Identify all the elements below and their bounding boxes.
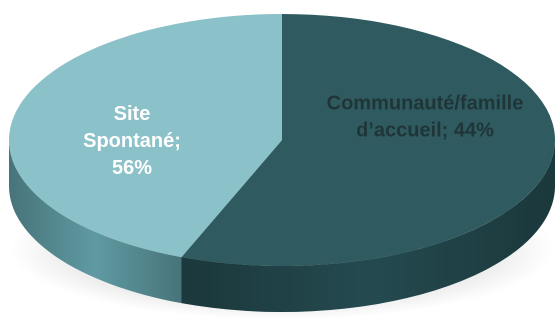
data-label-site-spontane: Site Spontané; 56%: [83, 103, 181, 179]
data-label-line: Communauté/famille: [327, 93, 524, 115]
pie-side-shade: [181, 140, 555, 312]
pie-labels: Site Spontané; 56% Communauté/famille d’accu…: [83, 93, 523, 180]
data-label-line: 56%: [112, 157, 152, 179]
pie-sides: [9, 140, 555, 312]
pie-side-shade: [9, 140, 182, 304]
data-label-line: Site: [114, 103, 151, 125]
pie-tops: [9, 14, 556, 266]
pie-slice-communaute-famille-d-accueil: [9, 14, 283, 258]
data-label-communaute-famille-d-accueil: Communauté/famille d’accueil; 44%: [327, 93, 524, 142]
pie-slice-site-spontane: [181, 14, 556, 266]
data-label-line: d’accueil; 44%: [356, 120, 494, 142]
data-label-line: Spontané;: [83, 130, 181, 152]
